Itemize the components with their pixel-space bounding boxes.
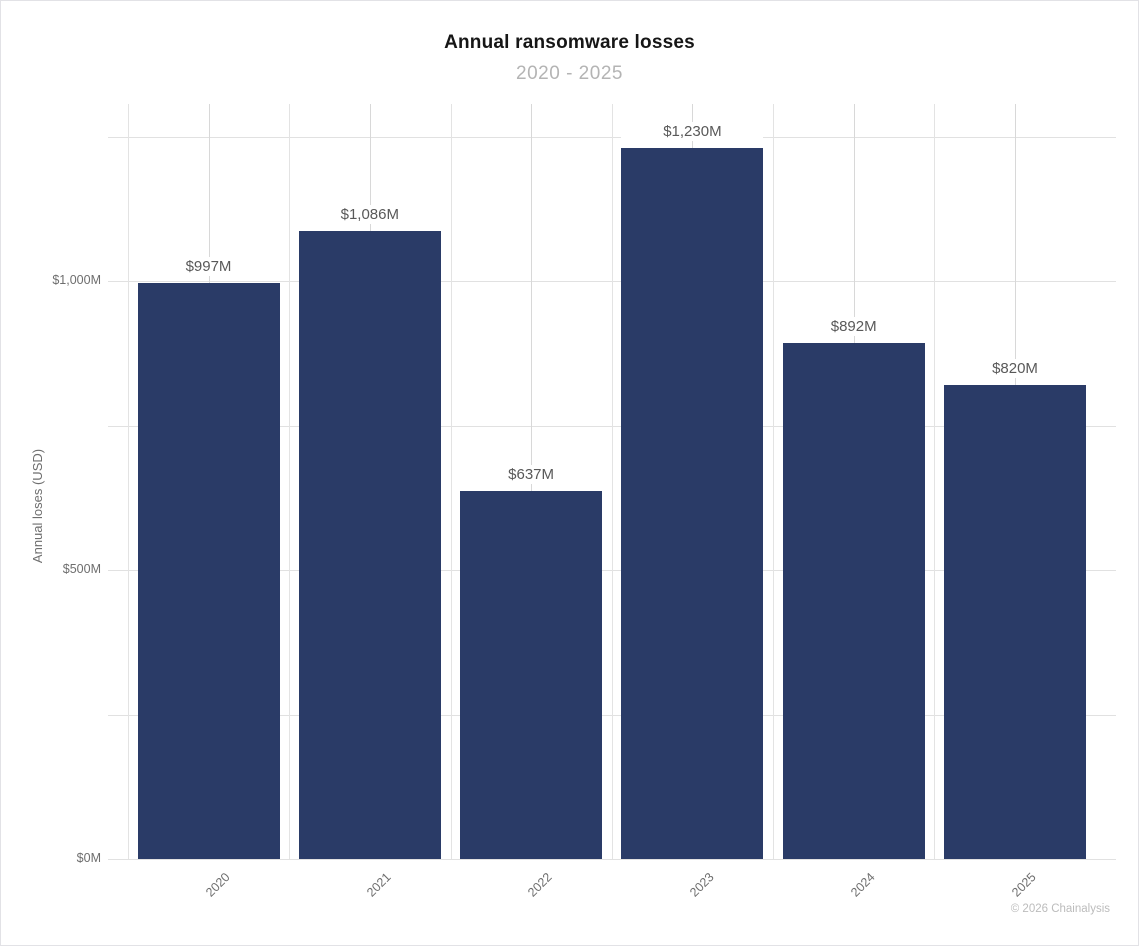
bar — [944, 385, 1086, 859]
x-tick-label: 2025 — [1009, 870, 1039, 900]
gridline-vertical — [611, 104, 613, 859]
y-axis-title: Annual loses (USD) — [30, 448, 45, 564]
x-tick-label: 2023 — [686, 870, 717, 900]
chart-footer-credit: © 2026 Chainalysis — [1010, 903, 1110, 915]
x-tick-label: 2024 — [848, 870, 878, 900]
bar — [298, 231, 441, 859]
x-tick-label: 2022 — [525, 870, 556, 900]
bar — [137, 282, 280, 859]
bar — [621, 148, 764, 859]
y-tick-label: $0M — [76, 851, 101, 865]
x-tick-label: 2021 — [364, 870, 394, 900]
bar-value-label: $1,230M — [621, 122, 764, 142]
x-tick-label: 2020 — [202, 870, 233, 900]
bar-value-label: $997M — [137, 256, 280, 276]
bar-value-label: $637M — [460, 464, 603, 484]
bar — [782, 343, 925, 859]
y-tick-label: $1,000M — [52, 273, 101, 287]
bar-value-label: $892M — [782, 317, 925, 337]
chart-title: Annual ransomware losses — [444, 32, 695, 53]
gridline-horizontal — [108, 859, 1116, 860]
gridline-vertical — [773, 104, 775, 859]
chart-subtitle: 2020 - 2025 — [516, 63, 623, 84]
bar-value-label: $820M — [944, 359, 1086, 378]
bar-value-label: $1,086M — [298, 205, 441, 225]
bar — [460, 490, 603, 859]
gridline-vertical — [127, 104, 129, 859]
gridline-vertical — [289, 104, 291, 859]
gridline-vertical — [934, 104, 936, 859]
y-tick-label: $500M — [62, 562, 101, 576]
gridline-vertical — [450, 104, 452, 859]
